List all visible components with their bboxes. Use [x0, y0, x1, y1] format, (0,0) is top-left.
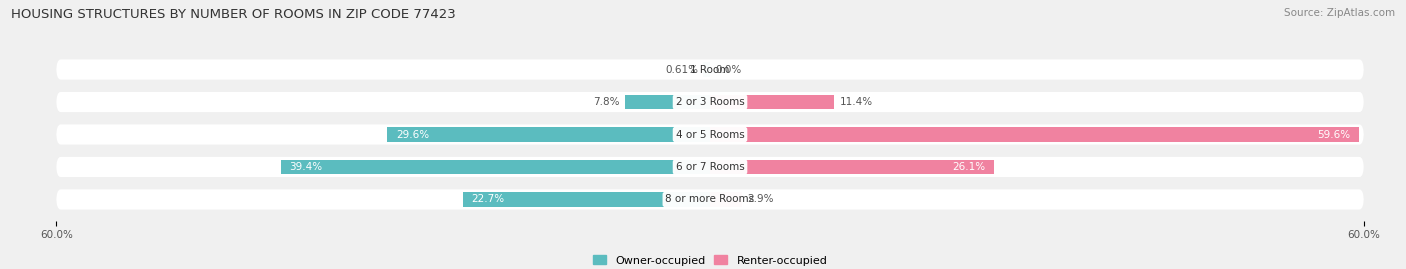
Text: 0.0%: 0.0% — [716, 65, 742, 75]
Text: 2 or 3 Rooms: 2 or 3 Rooms — [676, 97, 744, 107]
Text: 11.4%: 11.4% — [839, 97, 873, 107]
FancyBboxPatch shape — [56, 157, 1364, 177]
Text: 8 or more Rooms: 8 or more Rooms — [665, 194, 755, 204]
Bar — [710, 192, 741, 207]
Text: 0.61%: 0.61% — [665, 65, 697, 75]
Text: 26.1%: 26.1% — [953, 162, 986, 172]
Bar — [710, 160, 994, 174]
Bar — [281, 160, 710, 174]
Text: 7.8%: 7.8% — [593, 97, 620, 107]
FancyBboxPatch shape — [56, 92, 1364, 112]
FancyBboxPatch shape — [56, 59, 1364, 80]
Bar — [463, 192, 710, 207]
Text: 29.6%: 29.6% — [396, 129, 429, 140]
Bar — [710, 127, 1360, 142]
Bar — [703, 62, 710, 77]
Text: 4 or 5 Rooms: 4 or 5 Rooms — [676, 129, 744, 140]
Text: HOUSING STRUCTURES BY NUMBER OF ROOMS IN ZIP CODE 77423: HOUSING STRUCTURES BY NUMBER OF ROOMS IN… — [11, 8, 456, 21]
FancyBboxPatch shape — [56, 125, 1364, 144]
Text: 59.6%: 59.6% — [1317, 129, 1351, 140]
Bar — [626, 95, 710, 109]
Bar — [710, 95, 834, 109]
Text: 39.4%: 39.4% — [290, 162, 322, 172]
FancyBboxPatch shape — [56, 189, 1364, 210]
Text: 2.9%: 2.9% — [747, 194, 773, 204]
Text: 6 or 7 Rooms: 6 or 7 Rooms — [676, 162, 744, 172]
Text: Source: ZipAtlas.com: Source: ZipAtlas.com — [1284, 8, 1395, 18]
Bar — [388, 127, 710, 142]
Legend: Owner-occupied, Renter-occupied: Owner-occupied, Renter-occupied — [588, 251, 832, 269]
Text: 1 Room: 1 Room — [690, 65, 730, 75]
Text: 22.7%: 22.7% — [471, 194, 505, 204]
